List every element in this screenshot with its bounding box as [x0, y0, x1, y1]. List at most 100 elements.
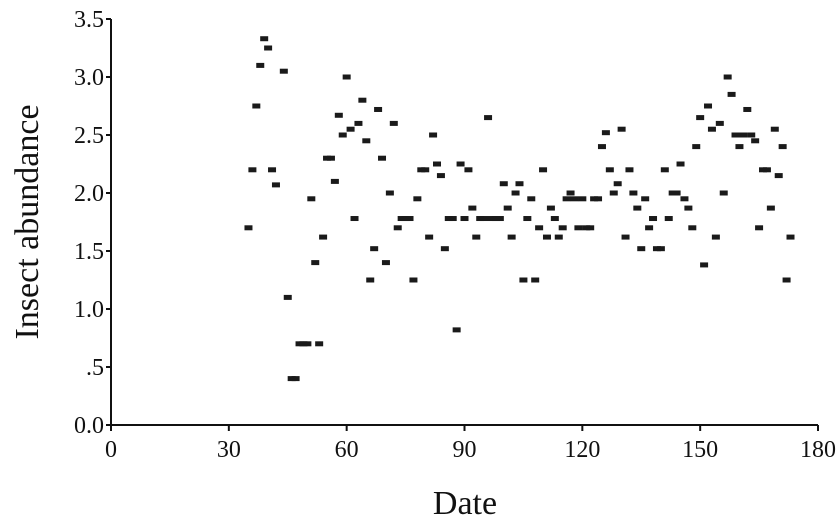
data-point	[621, 234, 630, 240]
data-point	[731, 132, 740, 138]
y-tick-label: 2.0	[74, 181, 104, 207]
x-tick-label: 0	[105, 437, 117, 463]
x-tick-label: 180	[800, 437, 836, 463]
x-tick-label: 30	[217, 437, 241, 463]
data-point	[751, 138, 760, 144]
data-point	[366, 277, 375, 283]
data-point	[326, 155, 335, 161]
data-point	[645, 225, 654, 231]
data-point	[649, 216, 658, 222]
data-point	[260, 36, 269, 42]
data-point	[354, 120, 363, 126]
data-point	[425, 234, 434, 240]
data-point	[468, 205, 477, 211]
data-point	[515, 181, 524, 187]
data-point	[385, 190, 394, 196]
data-point	[684, 205, 693, 211]
data-point	[436, 173, 445, 179]
data-point	[374, 106, 383, 112]
data-point	[711, 234, 720, 240]
data-point	[672, 190, 681, 196]
data-point	[460, 216, 469, 222]
data-point	[315, 341, 324, 347]
data-point	[696, 115, 705, 121]
data-point	[554, 234, 563, 240]
data-point	[393, 225, 402, 231]
data-point	[574, 225, 583, 231]
data-point	[381, 260, 390, 266]
data-point	[499, 181, 508, 187]
data-point	[519, 277, 528, 283]
data-point	[346, 126, 355, 132]
data-point	[358, 97, 367, 103]
data-point	[688, 225, 697, 231]
data-point	[542, 234, 551, 240]
data-point	[774, 173, 783, 179]
y-tick-label: 2.5	[74, 123, 104, 149]
data-point	[448, 216, 457, 222]
x-tick-label: 120	[564, 437, 600, 463]
data-point	[782, 277, 791, 283]
y-tick-label: 3.0	[74, 65, 104, 91]
data-point	[743, 106, 752, 112]
y-axis-ticks: 0.0 .5 1.0 1.5 2.0 2.5 3.0 3.5	[74, 7, 111, 439]
data-point	[405, 216, 414, 222]
data-point	[747, 132, 756, 138]
data-point	[433, 161, 442, 167]
data-point	[484, 115, 493, 121]
data-point	[256, 62, 265, 68]
data-point	[739, 132, 748, 138]
y-tick-label: 1.0	[74, 297, 104, 323]
data-point	[330, 178, 339, 184]
data-point	[452, 327, 461, 333]
data-point	[252, 103, 261, 109]
data-point	[464, 167, 473, 173]
data-point	[664, 216, 673, 222]
data-point	[413, 196, 422, 202]
data-point	[594, 196, 603, 202]
data-point	[511, 190, 520, 196]
data-point	[601, 130, 610, 136]
data-point	[719, 190, 728, 196]
data-point	[291, 376, 300, 382]
data-point	[248, 167, 257, 173]
x-tick-label: 150	[682, 437, 718, 463]
data-point	[362, 138, 371, 144]
data-point	[303, 341, 312, 347]
data-point	[334, 112, 343, 118]
data-point	[641, 196, 650, 202]
data-point	[283, 294, 292, 300]
data-point	[723, 74, 732, 80]
data-point	[566, 190, 575, 196]
data-point	[421, 167, 430, 173]
data-point	[676, 161, 685, 167]
data-point	[558, 225, 567, 231]
data-point	[264, 45, 273, 51]
x-tick-label: 60	[335, 437, 359, 463]
data-point	[562, 196, 571, 202]
data-point	[378, 155, 387, 161]
data-point	[727, 91, 736, 97]
data-point	[637, 246, 646, 252]
y-axis-title: Insect abundance	[9, 104, 46, 339]
data-point	[735, 144, 744, 150]
data-point	[311, 260, 320, 266]
data-point	[507, 234, 516, 240]
data-point	[633, 205, 642, 211]
data-point	[350, 216, 359, 222]
data-point	[770, 126, 779, 132]
data-point	[268, 167, 277, 173]
data-point	[570, 196, 579, 202]
data-point	[609, 190, 618, 196]
y-tick-label: 3.5	[74, 7, 104, 33]
data-point	[617, 126, 626, 132]
data-point	[503, 205, 512, 211]
data-point	[279, 68, 288, 74]
data-point	[370, 246, 379, 252]
data-point	[613, 181, 622, 187]
data-point	[550, 216, 559, 222]
data-point	[495, 216, 504, 222]
data-point	[409, 277, 418, 283]
data-point	[704, 103, 713, 109]
data-point	[389, 120, 398, 126]
